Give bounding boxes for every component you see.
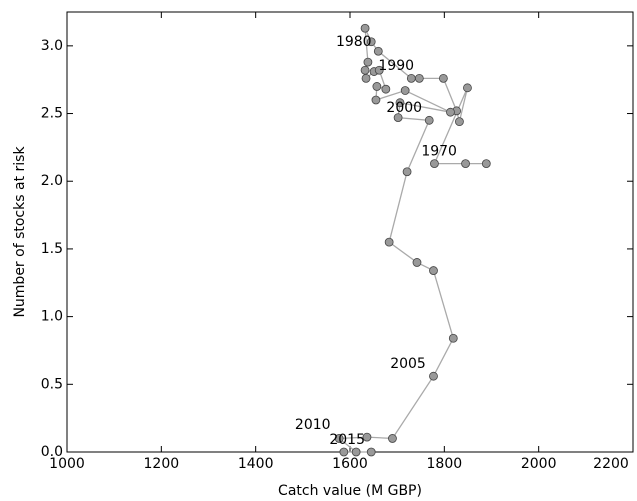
- marker: [429, 266, 438, 275]
- y-tick-label: 1.5: [41, 241, 63, 257]
- marker: [424, 115, 434, 125]
- year-annotation: 2000: [386, 100, 422, 116]
- marker: [374, 65, 384, 75]
- marker: [395, 98, 405, 108]
- y-axis-label: Number of stocks at risk: [12, 146, 28, 318]
- year-annotation: 1970: [421, 143, 457, 159]
- year-annotation: 2005: [390, 356, 426, 372]
- year-annotation: 2010: [295, 417, 331, 433]
- x-axis-label: Catch value (M GBP): [278, 483, 422, 499]
- x-tick-label: 2000: [521, 456, 557, 472]
- marker: [400, 86, 410, 95]
- marker: [362, 432, 372, 442]
- marker: [429, 371, 438, 381]
- year-annotation: 1990: [378, 58, 414, 74]
- marker: [393, 113, 403, 122]
- marker: [412, 258, 422, 267]
- marker: [455, 117, 464, 127]
- x-tick-label: 1800: [427, 456, 463, 472]
- plot-frame: [66, 11, 634, 453]
- marker: [438, 73, 448, 83]
- marker: [388, 434, 397, 443]
- x-tick-label: 1200: [144, 456, 180, 472]
- marker: [366, 447, 376, 457]
- marker: [360, 65, 370, 75]
- marker: [461, 159, 470, 169]
- x-tick-label: 2200: [593, 456, 629, 472]
- marker: [402, 167, 412, 177]
- marker: [373, 46, 383, 56]
- y-tick-label: 2.5: [41, 106, 63, 122]
- marker: [361, 73, 371, 83]
- marker: [406, 73, 416, 83]
- marker: [363, 57, 373, 67]
- marker: [372, 82, 382, 91]
- connecting-line: [337, 27, 487, 453]
- marker: [366, 37, 376, 47]
- marker: [334, 434, 344, 443]
- y-tick-label: 2.0: [41, 173, 63, 189]
- y-tick-label: 0.0: [41, 444, 63, 460]
- x-tick-label: 1400: [238, 456, 274, 472]
- marker: [371, 95, 381, 105]
- marker: [381, 84, 391, 94]
- marker: [430, 159, 439, 169]
- marker: [339, 447, 349, 457]
- marker: [414, 73, 424, 83]
- x-tick-label: 1600: [332, 456, 368, 472]
- marker: [446, 107, 455, 117]
- marker: [448, 333, 458, 343]
- marker: [384, 237, 394, 247]
- x-tick-label: 1000: [49, 456, 85, 472]
- year-annotation: 2015: [329, 432, 365, 448]
- marker: [360, 23, 370, 33]
- marker: [351, 447, 361, 457]
- marker: [463, 83, 472, 93]
- marker: [481, 159, 491, 169]
- y-tick-label: 3.0: [41, 38, 63, 54]
- y-tick-label: 0.5: [41, 376, 63, 392]
- y-tick-label: 1.0: [41, 309, 63, 325]
- year-annotation: 1980: [336, 34, 372, 50]
